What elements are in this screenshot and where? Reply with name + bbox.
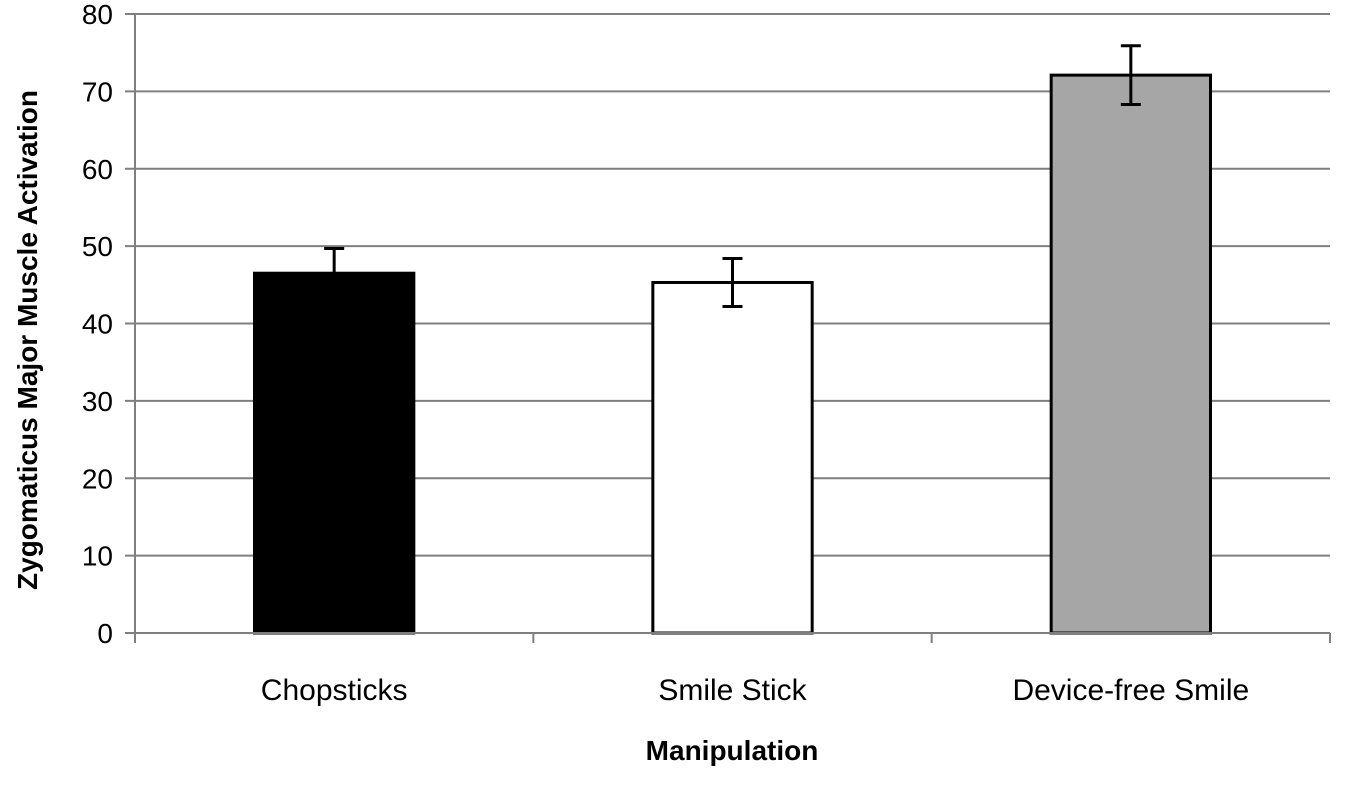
bar	[1049, 73, 1212, 635]
y-tick-label: 40	[82, 309, 113, 340]
y-tick-label: 50	[82, 231, 113, 262]
bar	[651, 280, 814, 635]
y-tick-label: 20	[82, 463, 113, 494]
x-category-label: Chopsticks	[261, 674, 408, 707]
x-category-labels: Chopsticks Smile Stick Device-free Smile	[261, 674, 1249, 707]
axes	[134, 14, 1331, 643]
error-bars	[324, 44, 1141, 308]
bars	[253, 73, 1212, 635]
x-category-label: Device-free Smile	[1012, 674, 1249, 707]
y-tick-labels: 0 10 20 30 40 50 60 70 80	[82, 0, 113, 649]
y-tick-label: 80	[82, 0, 113, 30]
y-tick-label: 60	[82, 154, 113, 185]
x-axis-title: Manipulation	[646, 735, 819, 766]
bar	[253, 271, 416, 635]
y-tick-label: 30	[82, 386, 113, 417]
y-axis-title: Zygomaticus Major Muscle Activation	[12, 90, 43, 590]
y-tick-label: 0	[97, 618, 113, 649]
x-category-label: Smile Stick	[658, 674, 807, 707]
y-tick-label: 70	[82, 76, 113, 107]
y-tick-label: 10	[82, 541, 113, 572]
